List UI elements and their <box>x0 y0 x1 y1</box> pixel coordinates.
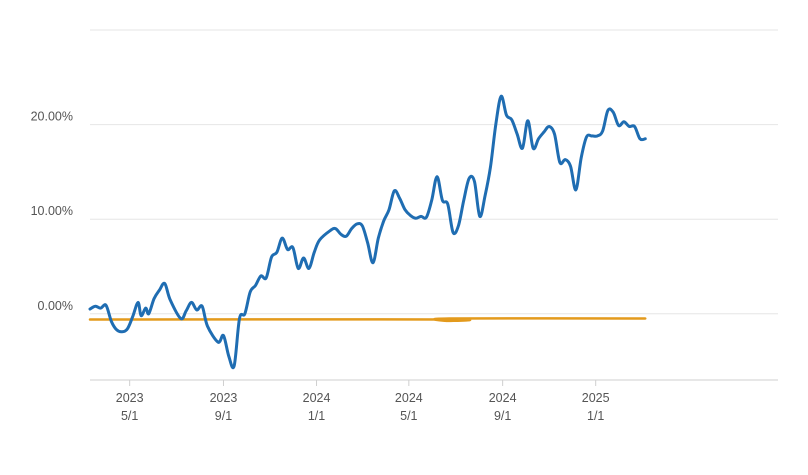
x-tick-year: 2024 <box>395 391 423 405</box>
series-lines <box>88 94 647 370</box>
y-tick-label: 0.00% <box>38 299 73 313</box>
x-tick-year: 2024 <box>303 391 331 405</box>
x-tick-year: 2023 <box>116 391 144 405</box>
y-tick-label: 20.00% <box>31 110 73 124</box>
x-tick-label: 1/1 <box>308 409 325 423</box>
y-tick-label: 10.00% <box>31 204 73 218</box>
series-line-2 <box>88 317 647 323</box>
x-tick-label: 1/1 <box>587 409 604 423</box>
x-tick-label: 5/1 <box>121 409 138 423</box>
x-tick-label: 9/1 <box>494 409 511 423</box>
x-axis: 2023 5/1 2023 9/1 2024 1/1 2024 5/1 2024 9/1 2025 1… <box>90 379 778 423</box>
x-tick-year: 2024 <box>489 391 517 405</box>
x-tick-label: 9/1 <box>215 409 232 423</box>
x-tick-year: 2025 <box>582 391 610 405</box>
y-axis: 0.00% 10.00% 20.00% <box>31 110 73 313</box>
gridlines <box>90 29 778 315</box>
x-tick-year: 2023 <box>210 391 238 405</box>
x-tick-label: 5/1 <box>400 409 417 423</box>
series-line-1 <box>88 94 647 370</box>
